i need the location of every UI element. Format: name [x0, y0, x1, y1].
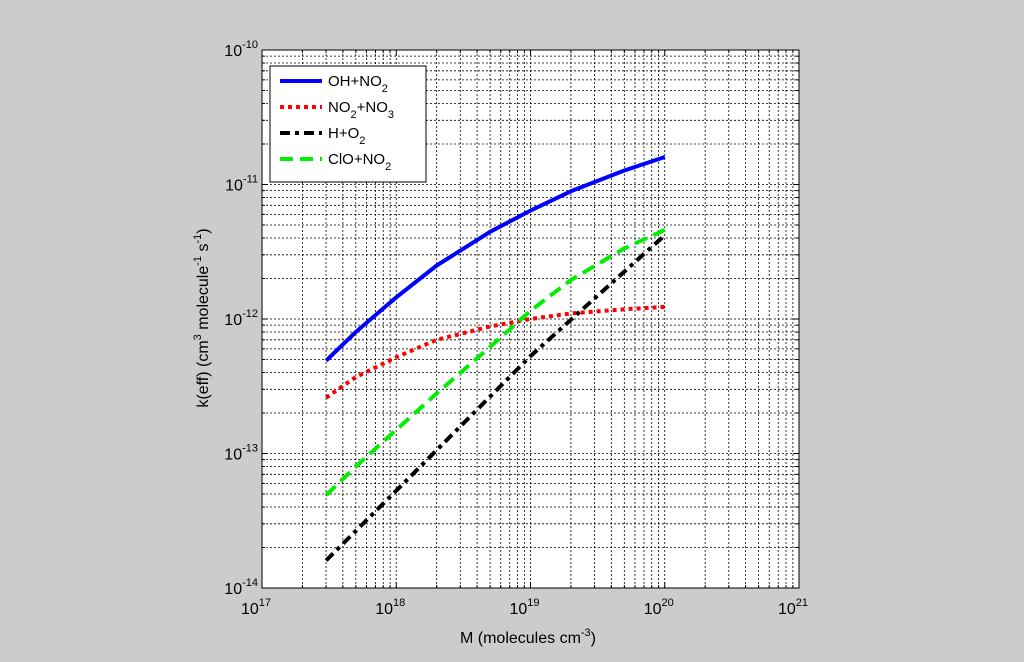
series-line-3: [324, 228, 666, 497]
y-tick-label: 10-11: [225, 174, 258, 195]
y-axis-label: k(eff) (cm3 molecule-1 s-1): [192, 228, 212, 407]
x-tick-label: 1019: [509, 597, 539, 618]
series-lines: [324, 155, 667, 562]
series-line-2: [324, 233, 667, 562]
x-tick-label: 1020: [644, 597, 674, 618]
x-tick-label: 1018: [375, 597, 405, 618]
x-tick-label: 1017: [241, 597, 271, 618]
axis-ticks: [261, 49, 800, 589]
legend-entry-label: H+O2: [328, 125, 365, 147]
x-axis-label: M (molecules cm-3): [460, 627, 596, 647]
y-tick-label: 10-13: [224, 443, 258, 464]
legend: OH+NO2 NO2+NO3 H+O2 ClO+NO2: [269, 65, 427, 183]
legend-entry-label: OH+NO2: [328, 73, 388, 95]
legend-entry-label: NO2+NO3: [328, 99, 394, 121]
series-line-1: [324, 304, 665, 400]
legend-box: [269, 65, 427, 183]
x-tick-labels: 1017 1018 1019 1020 1021: [241, 597, 808, 618]
y-tick-label: 10-14: [224, 577, 258, 598]
series-line-0: [324, 155, 666, 363]
legend-entry-label: ClO+NO2: [328, 151, 391, 173]
svg-text:k(eff) (cm3 molecule-1 s-1): k(eff) (cm3 molecule-1 s-1): [192, 228, 212, 407]
y-tick-labels: 10-14 10-13 10-12 10-11 10-10: [224, 39, 258, 598]
x-tick-label: 1021: [778, 597, 808, 618]
y-tick-label: 10-10: [224, 39, 258, 60]
y-tick-label: 10-12: [224, 308, 258, 329]
